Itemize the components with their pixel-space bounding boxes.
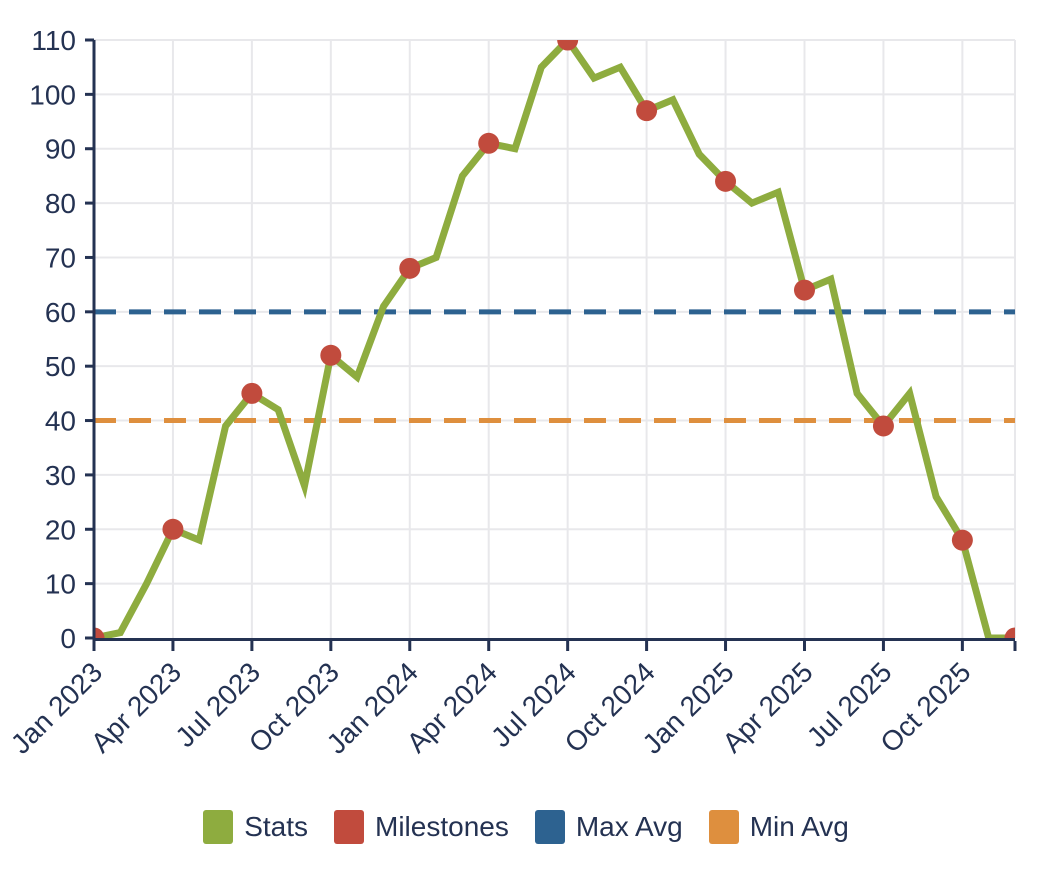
legend-item-min-avg[interactable]: Min Avg bbox=[708, 810, 849, 844]
milestone-point bbox=[872, 415, 894, 437]
milestone-point bbox=[241, 382, 263, 404]
milestone-point bbox=[162, 518, 184, 540]
y-tick-label: 80 bbox=[45, 188, 76, 219]
legend-swatch bbox=[203, 810, 234, 844]
milestone-point bbox=[94, 627, 105, 638]
y-tick-label: 110 bbox=[31, 25, 76, 56]
milestone-point bbox=[478, 132, 500, 154]
milestone-point bbox=[399, 257, 421, 279]
legend-item-milestones[interactable]: Milestones bbox=[334, 810, 509, 844]
y-tick-label: 50 bbox=[45, 351, 76, 382]
legend-label: Min Avg bbox=[749, 811, 849, 842]
y-tick-label: 90 bbox=[45, 134, 76, 165]
legend-item-stats[interactable]: Stats bbox=[203, 810, 308, 844]
legend-label: Max Avg bbox=[575, 811, 683, 842]
y-tick-label: 60 bbox=[45, 297, 76, 328]
milestone-point bbox=[557, 40, 579, 51]
y-tick-label: 100 bbox=[29, 79, 76, 110]
y-tick-label: 70 bbox=[45, 242, 76, 273]
y-tick-label: 30 bbox=[45, 460, 76, 491]
stats-line bbox=[94, 40, 1015, 638]
legend-swatch bbox=[334, 810, 364, 844]
legend-swatch bbox=[708, 810, 739, 844]
milestone-point bbox=[951, 529, 973, 551]
legend-swatch bbox=[534, 810, 565, 844]
chart-legend: Stats Milestones Max Avg Min Avg bbox=[0, 800, 1052, 854]
y-tick-label: 20 bbox=[45, 514, 76, 545]
legend-label: Stats bbox=[244, 811, 308, 842]
legend-item-max-avg[interactable]: Max Avg bbox=[534, 810, 683, 844]
y-tick-label: 10 bbox=[45, 569, 76, 600]
y-tick-label: 0 bbox=[60, 623, 76, 654]
milestone-point bbox=[636, 100, 658, 122]
milestone-point bbox=[715, 170, 737, 192]
y-tick-label: 40 bbox=[45, 406, 76, 437]
legend-label: Milestones bbox=[375, 811, 509, 842]
milestone-point bbox=[793, 279, 815, 301]
milestone-point bbox=[320, 344, 342, 366]
milestone-point bbox=[1004, 627, 1015, 638]
